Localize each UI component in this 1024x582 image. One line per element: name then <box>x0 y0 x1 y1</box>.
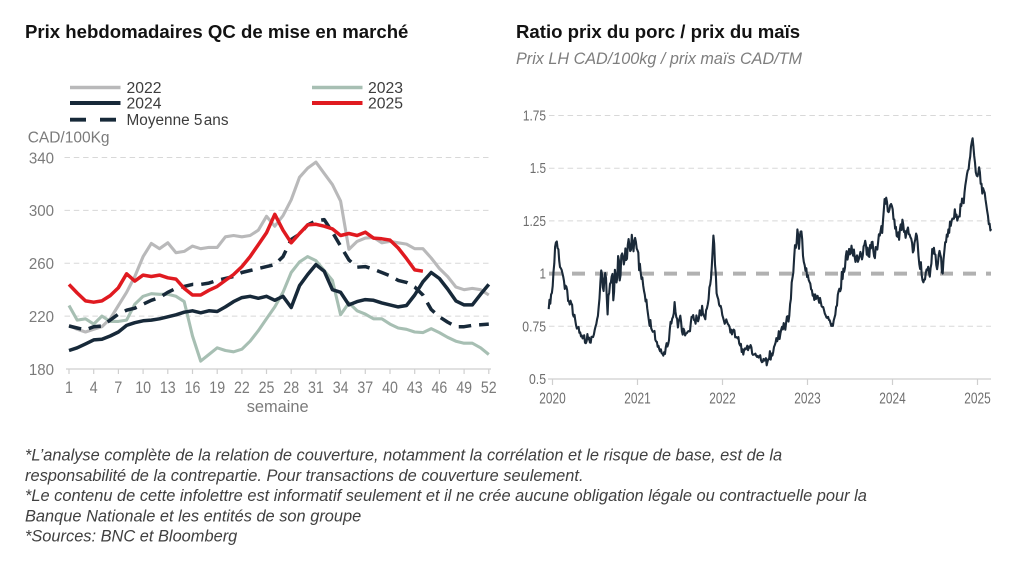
svg-text:Prix LH CAD/100kg / prix maïs: Prix LH CAD/100kg / prix maïs CAD/TM <box>516 50 803 68</box>
svg-text:2022: 2022 <box>709 391 735 408</box>
svg-text:2025: 2025 <box>368 96 403 113</box>
svg-text:16: 16 <box>185 379 201 397</box>
svg-text:180: 180 <box>29 362 54 379</box>
svg-text:300: 300 <box>29 203 54 220</box>
svg-text:220: 220 <box>29 309 54 326</box>
svg-text:40: 40 <box>382 379 398 397</box>
svg-text:2023: 2023 <box>794 391 820 408</box>
svg-text:340: 340 <box>29 150 54 167</box>
svg-text:37: 37 <box>357 379 373 397</box>
svg-text:46: 46 <box>432 379 448 397</box>
svg-text:2022: 2022 <box>127 80 162 97</box>
svg-text:52: 52 <box>481 379 497 397</box>
svg-text:1.25: 1.25 <box>523 213 546 230</box>
svg-text:2023: 2023 <box>368 80 403 97</box>
svg-text:2024: 2024 <box>127 96 162 113</box>
svg-text:1: 1 <box>540 266 547 283</box>
svg-text:Ratio prix du porc / prix du m: Ratio prix du porc / prix du maïs <box>516 21 800 42</box>
svg-text:13: 13 <box>160 379 176 397</box>
svg-text:260: 260 <box>29 256 54 273</box>
svg-text:semaine: semaine <box>247 398 309 416</box>
svg-text:0.75: 0.75 <box>522 318 546 335</box>
svg-text:Prix hebdomadaires QC de mise: Prix hebdomadaires QC de mise en marché <box>25 21 408 42</box>
svg-text:*L’analyse complète de la rela: *L’analyse complète de la relation de co… <box>25 447 782 465</box>
svg-text:43: 43 <box>407 379 423 397</box>
svg-text:2020: 2020 <box>539 391 566 408</box>
svg-text:10: 10 <box>135 379 151 397</box>
svg-text:25: 25 <box>259 379 275 397</box>
svg-text:0.5: 0.5 <box>529 371 546 388</box>
svg-text:7: 7 <box>114 379 122 397</box>
svg-text:2021: 2021 <box>624 391 650 408</box>
svg-text:28: 28 <box>283 379 299 397</box>
svg-text:31: 31 <box>308 379 324 397</box>
svg-text:1.75: 1.75 <box>523 108 546 125</box>
svg-text:1: 1 <box>65 379 73 397</box>
svg-text:*Sources: BNC et Bloomberg: *Sources: BNC et Bloomberg <box>25 528 237 546</box>
svg-text:2025: 2025 <box>964 391 990 408</box>
svg-text:responsabilité de la contrepar: responsabilité de la contrepartie. Pour … <box>25 467 584 485</box>
svg-text:19: 19 <box>209 379 225 397</box>
svg-text:22: 22 <box>234 379 250 397</box>
svg-text:*Le contenu de cette infolettr: *Le contenu de cette infolettre est info… <box>25 487 867 505</box>
svg-text:2024: 2024 <box>879 391 906 408</box>
svg-text:49: 49 <box>456 379 472 397</box>
svg-text:CAD/100Kg: CAD/100Kg <box>28 130 110 147</box>
svg-text:Moyenne 5 ans: Moyenne 5 ans <box>127 112 229 129</box>
svg-text:34: 34 <box>333 379 349 397</box>
svg-text:4: 4 <box>90 379 98 397</box>
svg-text:1.5: 1.5 <box>530 160 546 177</box>
svg-text:Banque Nationale et les entité: Banque Nationale et les entités de son g… <box>25 507 361 525</box>
